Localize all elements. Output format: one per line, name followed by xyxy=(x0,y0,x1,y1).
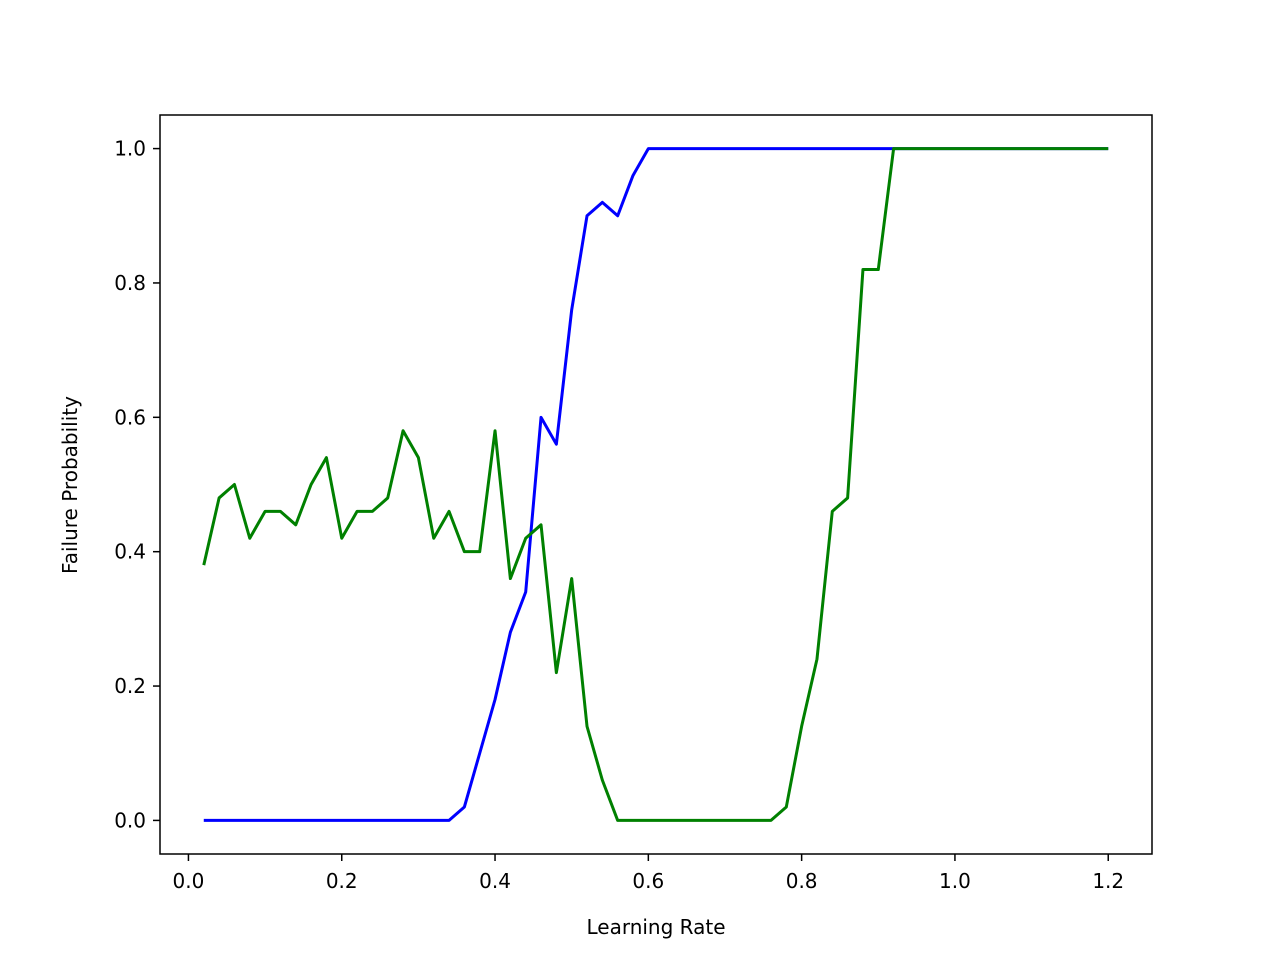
series-line-2 xyxy=(202,147,1109,822)
y-tick-label: 0.2 xyxy=(114,674,146,698)
x-tick-label: 0.2 xyxy=(326,869,358,893)
x-tick-label: 0.8 xyxy=(786,869,818,893)
y-axis-ticks: 0.0 0.2 0.4 0.6 0.8 1.0 xyxy=(114,137,160,832)
y-tick-label: 0.6 xyxy=(114,405,146,429)
plot-frame xyxy=(159,114,1153,855)
y-tick-label: 0.0 xyxy=(114,808,146,832)
series-layer xyxy=(202,147,1109,822)
y-tick-label: 1.0 xyxy=(114,137,146,161)
x-tick-label: 0.4 xyxy=(479,869,511,893)
y-axis-label: Failure Probability xyxy=(58,396,82,574)
x-axis-label: Learning Rate xyxy=(586,915,725,939)
x-tick-label: 1.0 xyxy=(939,869,971,893)
x-tick-label: 1.2 xyxy=(1092,869,1124,893)
x-tick-label: 0.6 xyxy=(632,869,664,893)
x-tick-label: 0.0 xyxy=(173,869,205,893)
y-tick-label: 0.8 xyxy=(114,271,146,295)
y-tick-label: 0.4 xyxy=(114,540,146,564)
plot-background xyxy=(160,115,1152,854)
x-axis-ticks: 0.0 0.2 0.4 0.6 0.8 1.0 1.2 xyxy=(173,854,1124,893)
